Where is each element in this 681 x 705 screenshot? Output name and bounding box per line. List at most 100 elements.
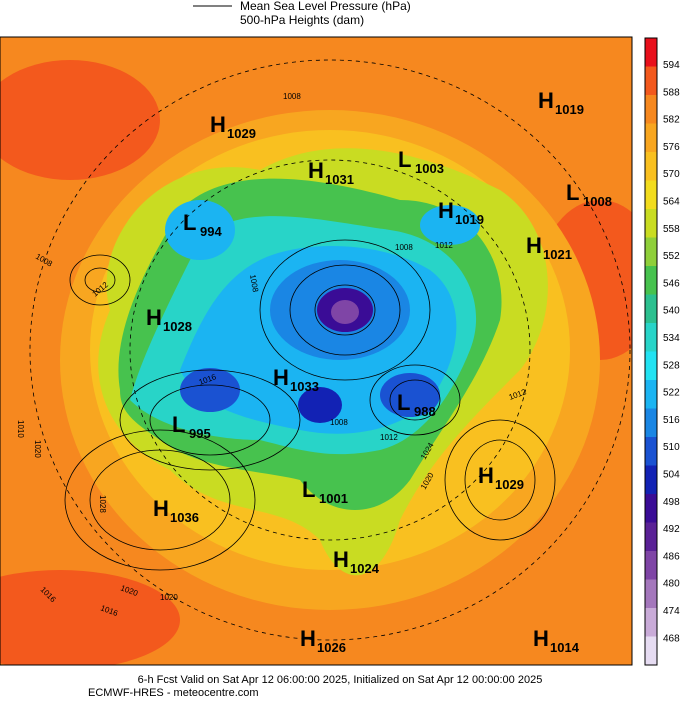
center-letter: H [308,158,324,183]
center-value: 1031 [325,172,354,187]
color-swatch [645,38,657,67]
isobar-label: 1028 [98,495,107,513]
center-value: 988 [414,404,436,419]
isobar-label: 1012 [435,241,453,250]
center-letter: H [533,626,549,651]
colorbar-label: 540 [663,306,680,317]
color-swatch [645,408,657,437]
colorbar-label: 492 [663,524,680,535]
colorbar-label: 486 [663,551,680,562]
color-swatch [645,266,657,295]
map-frame [0,36,633,666]
center-letter: H [526,233,542,258]
center-letter: L [398,147,411,172]
center-value: 1026 [317,640,346,655]
isobar-label: 1020 [33,440,42,458]
center-value: 1028 [163,319,192,334]
footer-line: ECMWF-HRES - meteocentre.com [88,687,259,699]
center-value: 1019 [455,212,484,227]
center-letter: H [153,496,169,521]
color-swatch [645,351,657,380]
center-value: 1036 [170,510,199,525]
footer-line: 6-h Fcst Valid on Sat Apr 12 06:00:00 20… [138,674,543,686]
color-swatch [645,551,657,580]
center-letter: H [538,88,554,113]
center-letter: L [183,210,196,235]
colorbar-label: 534 [663,333,680,344]
colorbar-label: 522 [663,388,680,399]
colorbar-label: 558 [663,224,680,235]
center-letter: L [566,180,579,205]
center-letter: L [397,390,410,415]
colorbar-label: 516 [663,415,680,426]
isobar-label: 1020 [160,593,178,602]
colorbar-label: 564 [663,197,680,208]
color-swatch [645,579,657,608]
center-letter: L [172,412,185,437]
colorbar-label: 504 [663,470,680,481]
color-swatch [645,123,657,152]
isobar-label: 1010 [16,420,25,438]
isobar-label: 1008 [395,243,413,252]
colorbar-label: 510 [663,442,680,453]
isobar-label: 1012 [380,433,398,442]
colorbar-label: 594 [663,60,680,71]
map-field [0,37,632,665]
center-letter: L [302,477,315,502]
color-swatch [645,437,657,466]
color-swatch [645,465,657,494]
colorbar-label: 474 [663,606,680,617]
colorbar-label: 570 [663,169,680,180]
center-letter: H [300,626,316,651]
isobar-label: 1008 [330,418,348,427]
color-swatch [645,152,657,181]
center-value: 1029 [495,477,524,492]
colorbar-frame [644,37,658,666]
colorbar-label: 480 [663,579,680,590]
colorbar-label: 588 [663,87,680,98]
color-swatch [645,522,657,551]
color-swatch [645,294,657,323]
isobar-label: 1008 [248,274,260,294]
center-value: 1001 [319,491,348,506]
center-letter: H [478,463,494,488]
center-letter: H [273,365,289,390]
center-value: 1033 [290,379,319,394]
color-swatch [645,323,657,352]
color-swatch [645,180,657,209]
center-value: 1003 [415,161,444,176]
color-swatch [645,494,657,523]
color-swatch [645,636,657,665]
color-swatch [645,608,657,637]
colorbar-label: 582 [663,115,680,126]
center-value: 1021 [543,247,572,262]
center-value: 1024 [350,561,380,576]
colorbar-label: 576 [663,142,680,153]
center-value: 1014 [550,640,580,655]
center-value: 994 [200,224,222,239]
legend-text: Mean Sea Level Pressure (hPa) [240,0,411,13]
colorbar-label: 468 [663,633,680,644]
color-swatch [645,209,657,238]
isobar-label: 1008 [283,92,301,101]
center-value: 1019 [555,102,584,117]
color-swatch [645,237,657,266]
center-letter: H [438,198,454,223]
center-letter: H [146,305,162,330]
colorbar-label: 498 [663,497,680,508]
color-swatch [645,66,657,95]
color-swatch [645,380,657,409]
center-value: 995 [189,426,211,441]
subtitle: 500-hPa Heights (dam) [240,13,364,27]
color-swatch [645,95,657,124]
colorbar-label: 528 [663,360,680,371]
colorbar-label: 546 [663,278,680,289]
center-value: 1008 [583,194,612,209]
center-value: 1029 [227,126,256,141]
center-letter: H [210,112,226,137]
colorbar: 594 588 582 576 570 564 558 552 546 540 534 528 522 5… [644,37,680,666]
colorbar-label: 552 [663,251,680,262]
center-letter: H [333,547,349,572]
